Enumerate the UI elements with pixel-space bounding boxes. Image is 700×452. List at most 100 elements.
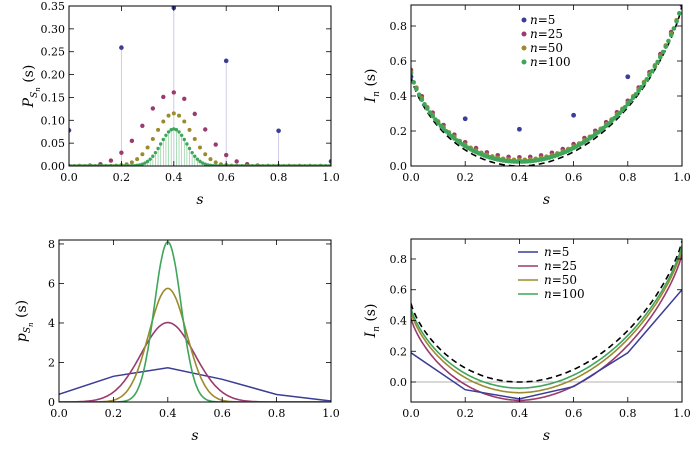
- p4-xtick-label: 0.0: [402, 407, 420, 420]
- p2-point-n100: [414, 86, 419, 92]
- p2-ytick-label: 0.6: [390, 55, 408, 68]
- p1-point-n25: [171, 90, 176, 95]
- p1-xtick-label: 0.4: [165, 171, 183, 184]
- p1-ylabel-main: P: [21, 97, 37, 108]
- p2-point-n100: [628, 98, 633, 104]
- p1-point-n100: [145, 159, 150, 164]
- p1-xtick-label: 0.6: [217, 171, 235, 184]
- p1-point-n100: [185, 142, 189, 146]
- p1-point-n100: [190, 150, 194, 155]
- p1-point-n50: [135, 157, 140, 162]
- p2-legend-label: n=5: [530, 13, 555, 27]
- p1-point-n100: [195, 157, 200, 161]
- p2-point-n100: [633, 91, 639, 97]
- p4-xtick-label: 0.2: [456, 407, 474, 420]
- p3-xtick-label: 0.0: [50, 407, 68, 420]
- p1-ytick-label: 0.05: [41, 137, 66, 150]
- p2-point-n100: [625, 101, 631, 107]
- p2-point-n100: [424, 106, 430, 111]
- p2-legend-eq: =50: [538, 41, 563, 55]
- p2-point-n100: [636, 88, 641, 94]
- p3-line-n50: [59, 287, 331, 402]
- p3-xtick-label: 1.0: [322, 407, 340, 420]
- p1-point-n25: [224, 152, 229, 158]
- p2-plot-area: [411, 0, 685, 166]
- p2-point-n100: [668, 32, 674, 38]
- p4-xtick-label: 0.4: [511, 407, 529, 420]
- p1-point-n100: [156, 146, 160, 151]
- p3-xlabel: s: [191, 428, 198, 444]
- p4-limit-curve: [411, 240, 682, 383]
- p4-legend-eq: =50: [552, 273, 577, 287]
- p1-ytick-label: 0.20: [41, 69, 66, 82]
- p2-ytick-label: 0.2: [390, 125, 408, 138]
- p1-point-n100: [182, 137, 186, 142]
- p3-ylabel-sub: S: [23, 327, 33, 333]
- p2-point-n100: [433, 117, 438, 122]
- p2-point-n100: [655, 59, 660, 65]
- p2-point-n100: [644, 77, 650, 82]
- p4-ytick-label: 0.0: [390, 376, 408, 389]
- p1-point-n50: [182, 119, 187, 124]
- p4-xtick-label: 1.0: [673, 407, 691, 420]
- p1-point-n25: [140, 123, 145, 128]
- p4-legend-eq: =5: [552, 245, 570, 259]
- p1-point-n50: [203, 152, 208, 157]
- p1-ytick-label: 0.35: [41, 0, 66, 13]
- p2-point-n50: [680, 0, 685, 4]
- p1-point-n50: [140, 152, 145, 157]
- p2-point-n5: [517, 126, 522, 132]
- p4-ytick-label: 0.6: [390, 284, 408, 297]
- p2-point-n5: [462, 116, 468, 122]
- p2-ytick-label: 0.8: [390, 20, 408, 33]
- p2-legend-label: n=100: [530, 55, 571, 69]
- p2-point-n100: [411, 80, 417, 85]
- p1-xlabel: s: [196, 192, 203, 208]
- p3-ytick-label: 0: [48, 396, 55, 409]
- p2-point-n100: [652, 64, 658, 69]
- p1-point-n100: [179, 133, 184, 137]
- p1-point-n25: [129, 138, 135, 144]
- p1-point-n100: [193, 154, 197, 158]
- p2-legend-eq: =25: [538, 27, 563, 41]
- p1-xtick-label: 0.8: [270, 171, 288, 184]
- p1-point-n100: [140, 162, 145, 166]
- p1-point-n100: [169, 128, 173, 132]
- p4-xtick-label: 0.6: [565, 407, 583, 420]
- p1-point-n25: [161, 94, 166, 100]
- p1-point-n50: [198, 145, 202, 150]
- p3-ylabel-tail: (s): [14, 300, 30, 323]
- p3-xtick-label: 0.8: [268, 407, 286, 420]
- p1-point-n5: [276, 128, 281, 134]
- p2-legend-eq: =100: [538, 55, 571, 69]
- p3-line-n25: [59, 321, 331, 402]
- p1-point-n100: [208, 163, 213, 166]
- p1-xtick-label: 0.2: [113, 171, 131, 184]
- p2-legend-marker: [521, 31, 527, 37]
- p2-ylabel-sub: n: [372, 91, 382, 97]
- p2-point-n100: [674, 19, 679, 24]
- p1-ytick-label: 0.10: [41, 114, 66, 127]
- p1-point-n25: [182, 96, 187, 102]
- p2-ytick-label: 0.0: [390, 160, 408, 173]
- p2-legend-marker: [521, 59, 527, 65]
- p2-point-n100: [676, 11, 682, 16]
- p1-point-n100: [135, 163, 139, 166]
- p3-plot-area: [59, 241, 331, 402]
- p2-point-n100: [416, 92, 422, 97]
- p4-xlabel: s: [543, 428, 550, 444]
- p2-xtick-label: 1.0: [673, 171, 691, 184]
- p1-point-n100: [132, 163, 137, 166]
- p1-ytick-label: 0.00: [41, 160, 66, 173]
- p3-xtick-label: 0.4: [159, 407, 177, 420]
- p1-point-n25: [213, 142, 218, 147]
- p1-point-n50: [208, 157, 213, 162]
- p2-point-n100: [419, 97, 425, 103]
- p1-point-n100: [138, 163, 142, 166]
- p2-point-n100: [617, 110, 622, 116]
- p1-point-n25: [203, 127, 208, 132]
- p1-frame: [68, 5, 332, 167]
- p2-point-n100: [647, 72, 652, 78]
- p1-point-n100: [153, 150, 158, 155]
